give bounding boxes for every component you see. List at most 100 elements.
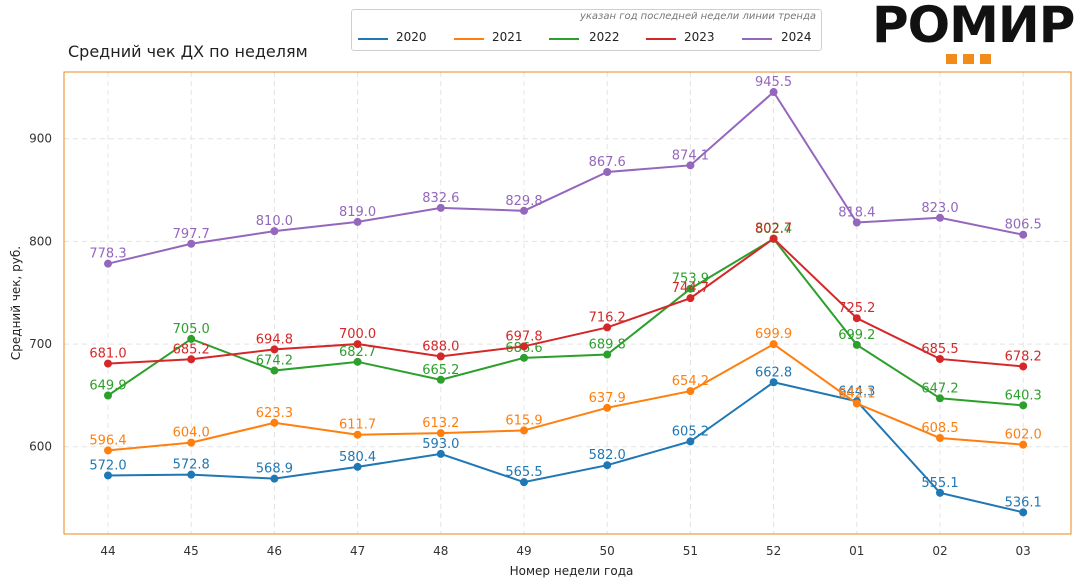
- data-label-2024: 797.7: [173, 227, 210, 242]
- x-tick-label: 47: [350, 544, 365, 558]
- data-point-2023: [104, 359, 112, 368]
- data-point-2020: [936, 488, 944, 497]
- data-label-2021: 615.9: [505, 413, 542, 428]
- series-line-2020: [107, 381, 1024, 514]
- data-label-2024: 832.6: [422, 191, 459, 206]
- data-point-2024: [769, 88, 778, 97]
- data-point-2020: [769, 378, 778, 387]
- data-label-2021: 604.0: [173, 426, 210, 441]
- data-label-2021: 608.5: [921, 421, 958, 436]
- data-label-2021: 602.0: [1005, 428, 1042, 443]
- data-label-2024: 823.0: [921, 201, 958, 216]
- data-point-2023: [187, 355, 196, 364]
- data-point-2021: [686, 387, 695, 396]
- data-point-2024: [520, 206, 528, 215]
- data-label-2024: 945.5: [755, 75, 792, 90]
- data-point-2020: [603, 461, 612, 470]
- data-point-2022: [686, 284, 695, 293]
- data-label-2023: 700.0: [339, 327, 376, 342]
- data-point-2023: [1019, 362, 1028, 371]
- data-label-2023: 685.5: [921, 342, 958, 357]
- data-point-2022: [852, 340, 861, 349]
- data-point-2024: [852, 218, 861, 227]
- logo-square: [946, 54, 957, 64]
- legend: указан год последней недели линии тренда…: [351, 9, 822, 51]
- data-label-2022: 705.0: [173, 322, 210, 337]
- data-label-2022: 689.8: [589, 338, 626, 353]
- data-label-2023: 725.2: [838, 301, 875, 316]
- data-point-2022: [1019, 401, 1028, 410]
- data-point-2023: [353, 340, 362, 349]
- data-point-2022: [936, 394, 944, 403]
- data-label-2024: 819.0: [339, 205, 376, 220]
- data-label-2023: 688.0: [422, 339, 459, 354]
- series-line-2022: [107, 237, 1024, 407]
- data-point-2021: [769, 340, 778, 349]
- data-label-2020: 644.3: [838, 384, 875, 399]
- data-label-2024: 867.6: [589, 155, 626, 170]
- data-point-2020: [520, 478, 528, 487]
- data-point-2021: [353, 430, 362, 439]
- data-point-2021: [520, 426, 528, 435]
- data-point-2021: [270, 418, 279, 427]
- data-point-2020: [270, 474, 279, 483]
- data-point-2024: [1019, 230, 1028, 239]
- x-tick-label: 44: [100, 544, 115, 558]
- series-line-2024: [107, 90, 1024, 265]
- x-tick-label: 46: [267, 544, 282, 558]
- legend-label-2024: 2024: [781, 30, 812, 44]
- data-point-2023: [852, 314, 861, 323]
- series-line-2021: [107, 342, 1024, 452]
- data-label-2020: 555.1: [921, 476, 958, 491]
- data-label-2020: 582.0: [589, 448, 626, 463]
- legend-line-2024: [742, 38, 772, 40]
- data-point-2024: [436, 203, 445, 212]
- x-tick-label: 52: [766, 544, 781, 558]
- data-point-2022: [270, 366, 279, 375]
- data-point-2024: [270, 227, 279, 236]
- data-label-2022: 640.3: [1005, 388, 1042, 403]
- y-tick-label: 900: [29, 132, 52, 146]
- x-tick-label: 03: [1016, 544, 1031, 558]
- data-label-2020: 565.5: [505, 465, 542, 480]
- data-label-2023: 697.8: [505, 329, 542, 344]
- legend-label-2022: 2022: [589, 30, 620, 44]
- data-label-2023: 716.2: [589, 310, 626, 325]
- legend-label-2020: 2020: [396, 30, 427, 44]
- y-tick-label: 700: [29, 337, 52, 351]
- data-label-2020: 572.8: [173, 458, 210, 473]
- legend-label-2021: 2021: [492, 30, 523, 44]
- logo-square: [980, 54, 991, 64]
- x-axis-label: Номер недели года: [510, 564, 634, 578]
- logo-square: [963, 54, 974, 64]
- data-label-2024: 818.4: [838, 206, 875, 221]
- logo-text: РОМИР: [872, 0, 1075, 54]
- data-point-2022: [187, 334, 196, 343]
- data-label-2024: 874.1: [672, 148, 709, 163]
- data-label-2020: 593.0: [422, 437, 459, 452]
- y-tick-label: 800: [29, 234, 52, 248]
- data-label-2023: 678.2: [1005, 349, 1042, 364]
- data-label-2020: 568.9: [256, 462, 293, 477]
- data-label-2021: 654.2: [672, 374, 709, 389]
- data-point-2023: [769, 234, 778, 243]
- data-point-2020: [187, 470, 196, 479]
- data-point-2023: [520, 342, 528, 351]
- data-label-2021: 642.1: [838, 387, 875, 402]
- x-tick-label: 51: [683, 544, 698, 558]
- data-label-2022: 665.2: [422, 363, 459, 378]
- y-axis-label: Средний чек, руб.: [9, 246, 23, 360]
- data-label-2022: 647.2: [921, 381, 958, 396]
- data-point-2020: [104, 471, 112, 480]
- chart-title: Средний чек ДХ по неделям: [68, 42, 308, 61]
- data-point-2024: [686, 161, 695, 170]
- data-label-2021: 613.2: [422, 416, 459, 431]
- data-point-2023: [603, 323, 612, 332]
- legend-line-2023: [646, 38, 676, 40]
- data-point-2024: [187, 239, 196, 248]
- data-label-2020: 605.2: [672, 424, 709, 439]
- data-point-2022: [353, 357, 362, 366]
- data-label-2020: 580.4: [339, 450, 376, 465]
- data-point-2020: [686, 437, 695, 446]
